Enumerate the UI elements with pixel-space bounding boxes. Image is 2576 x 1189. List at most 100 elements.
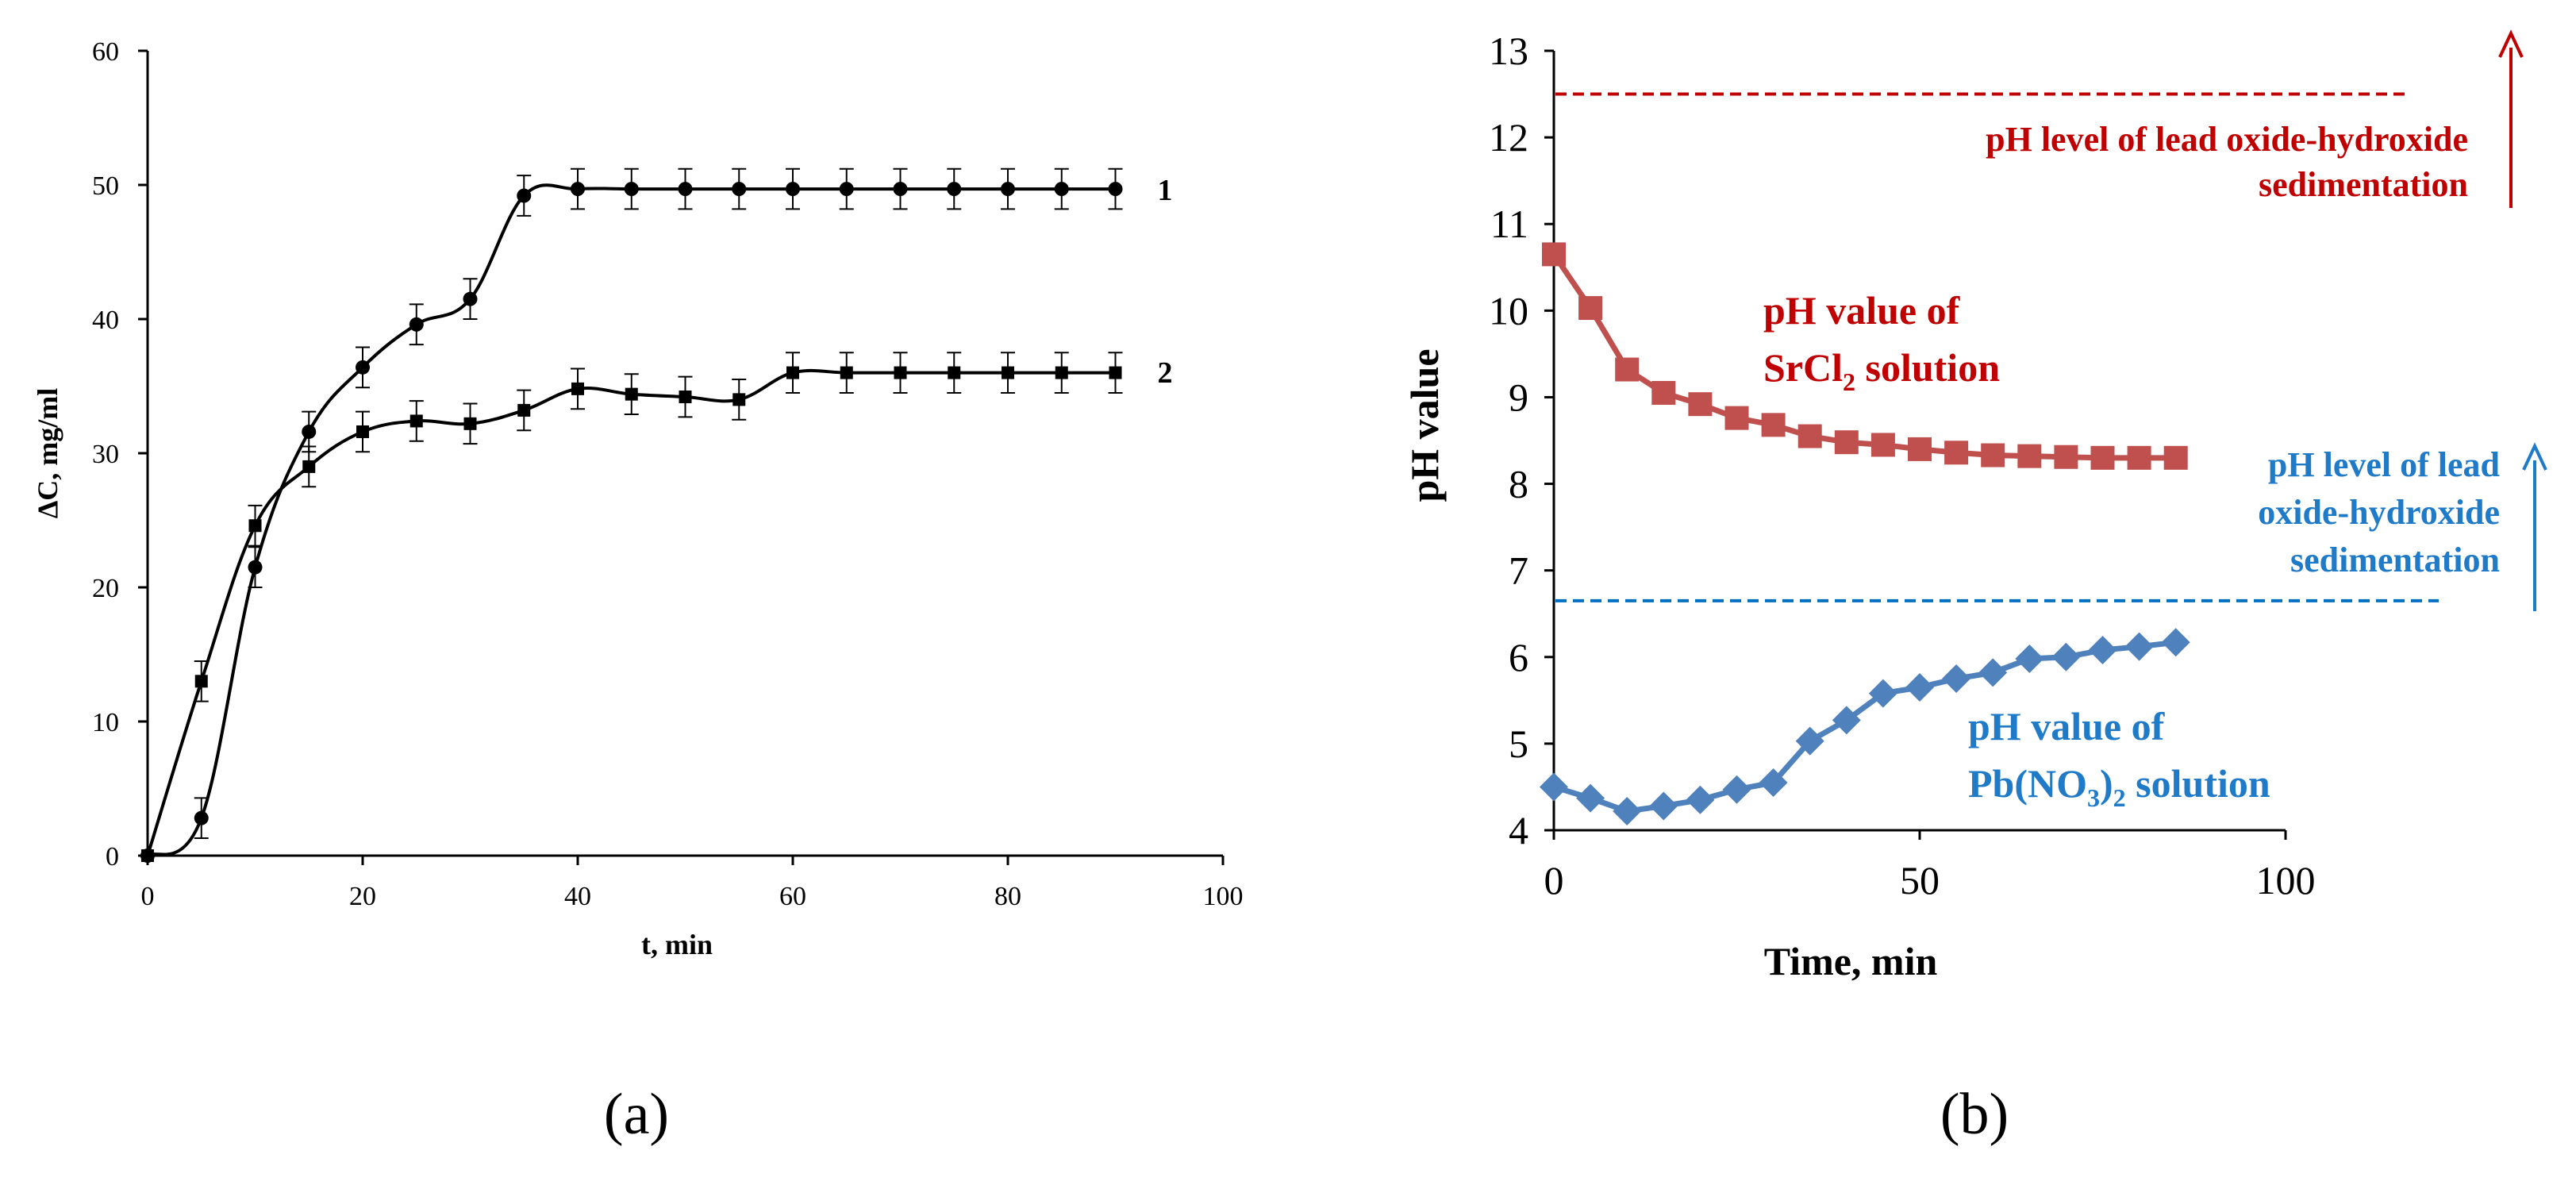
y-tick-label-a: 30: [92, 440, 119, 469]
data-point-b-sr: [1724, 406, 1749, 430]
x-tick-label-b: 100: [2256, 858, 2316, 902]
y-tick-label-b: 13: [1489, 29, 1528, 73]
data-point-b-sr: [1688, 392, 1713, 417]
y-tick-label-b: 11: [1490, 202, 1528, 246]
annotation-pb-level-line3: sedimentation: [2290, 541, 2500, 579]
data-point-b-pb: [1686, 785, 1715, 814]
y-tick-label-b: 9: [1509, 375, 1528, 419]
data-point-b-sr: [1944, 441, 1969, 465]
x-tick-label-b: 50: [1900, 858, 1940, 902]
data-point-a-1: [409, 317, 424, 332]
series-line-a-1: [146, 183, 1116, 857]
panel-label-a: (a): [604, 1082, 669, 1147]
series-line-a-2: [146, 368, 1116, 856]
data-point-a-1: [571, 182, 585, 197]
data-point-b-sr: [1870, 433, 1895, 457]
annotation-pb-level-line1: pH level of lead: [2268, 445, 2500, 484]
data-point-a-2: [356, 425, 369, 438]
data-point-b-sr: [1834, 430, 1859, 455]
data-point-b-pb: [1759, 768, 1788, 797]
x-axis-label-a: t, min: [641, 929, 713, 960]
data-point-a-1: [893, 182, 908, 197]
data-point-a-2: [1002, 366, 1014, 379]
data-point-b-pb: [1795, 726, 1824, 756]
x-tick-label-a: 80: [994, 882, 1021, 911]
data-point-a-1: [678, 182, 693, 197]
x-tick-label-a: 20: [349, 882, 376, 911]
panel-label-b: (b): [1940, 1082, 2009, 1147]
data-point-b-pb: [1868, 679, 1897, 708]
x-tick-label-b: 0: [1544, 858, 1564, 902]
data-point-a-2: [625, 387, 638, 401]
data-point-a-2: [517, 403, 531, 417]
y-tick-label-b: 8: [1509, 462, 1528, 506]
data-point-b-sr: [2163, 445, 2188, 470]
series-label-1: 1: [1158, 174, 1173, 207]
data-point-a-1: [463, 291, 478, 306]
data-point-a-2: [679, 391, 692, 404]
data-point-b-sr: [1761, 413, 1786, 437]
series-label-2: 2: [1158, 356, 1173, 390]
x-tick-label-a: 0: [141, 882, 155, 911]
y-tick-label-b: 12: [1489, 115, 1528, 160]
arrow-head-red-icon: [2498, 29, 2524, 58]
annotation-sr-value-line2: SrCl2 solution: [1763, 345, 2000, 396]
y-axis-label-a: ΔC, mg/ml: [32, 388, 63, 519]
y-tick-label-b: 4: [1509, 808, 1528, 852]
y-tick-label-a: 10: [92, 708, 119, 737]
y-axis-label-b: pH value: [1402, 348, 1447, 502]
y-tick-label-a: 60: [92, 37, 119, 67]
data-point-b-pb: [1540, 772, 1568, 802]
x-tick-label-a: 60: [779, 882, 806, 911]
data-point-b-pb: [1722, 775, 1751, 804]
y-tick-label-b: 5: [1509, 721, 1528, 766]
data-point-a-1: [1001, 182, 1015, 197]
arrow-head-blue-icon: [2522, 442, 2547, 471]
x-tick-label-a: 100: [1203, 882, 1244, 911]
data-point-b-pb: [1832, 706, 1861, 735]
data-point-b-pb: [1905, 672, 1934, 702]
data-point-a-2: [194, 675, 208, 688]
data-point-b-pb: [2161, 628, 2190, 657]
data-point-a-1: [624, 182, 639, 197]
data-point-a-1: [1108, 182, 1123, 197]
data-point-b-pb: [2015, 644, 2044, 673]
data-point-b-sr: [1797, 424, 1822, 448]
annotation-sr-level-line2: sedimentation: [2259, 165, 2468, 204]
data-point-b-sr: [1615, 357, 1640, 382]
data-point-b-sr: [1651, 380, 1676, 405]
data-point-b-sr: [2054, 444, 2078, 469]
data-point-a-2: [463, 417, 477, 430]
x-axis-label-b: Time, min: [1764, 939, 1938, 983]
y-tick-label-a: 0: [106, 842, 119, 872]
data-point-a-2: [894, 366, 907, 379]
data-point-a-1: [947, 182, 962, 197]
data-point-a-1: [248, 560, 263, 575]
data-point-a-1: [194, 810, 209, 825]
annotation-sr-value-line1: pH value of: [1763, 288, 1961, 333]
data-point-a-1: [839, 182, 854, 197]
annotation-pb-level-line2: oxide-hydroxide: [2258, 493, 2500, 532]
data-point-b-pb: [1576, 783, 1605, 813]
data-point-a-1: [732, 182, 747, 197]
data-point-b-pb: [2051, 642, 2081, 671]
data-point-b-sr: [2017, 444, 2042, 468]
data-point-b-pb: [1942, 664, 1971, 694]
data-point-b-pb: [2124, 632, 2154, 661]
y-tick-label-a: 20: [92, 574, 119, 603]
y-tick-label-b: 10: [1489, 288, 1528, 333]
data-point-a-2: [1055, 366, 1068, 379]
data-point-b-sr: [1542, 242, 1566, 267]
data-point-b-pb: [2088, 636, 2117, 665]
data-point-b-sr: [1578, 296, 1603, 321]
data-point-a-2: [732, 393, 746, 406]
data-point-b-pb: [1613, 796, 1642, 825]
data-point-b-sr: [2090, 445, 2115, 470]
data-point-a-2: [248, 519, 262, 533]
chart-b: 0 50 100 4 5 6 7 8 9 10 11 12 13 Time, min pH value …: [1402, 29, 2547, 1147]
data-point-a-1: [786, 182, 800, 197]
data-point-a-1: [517, 188, 532, 203]
data-point-a-2: [948, 366, 961, 379]
data-point-b-pb: [1649, 791, 1678, 821]
